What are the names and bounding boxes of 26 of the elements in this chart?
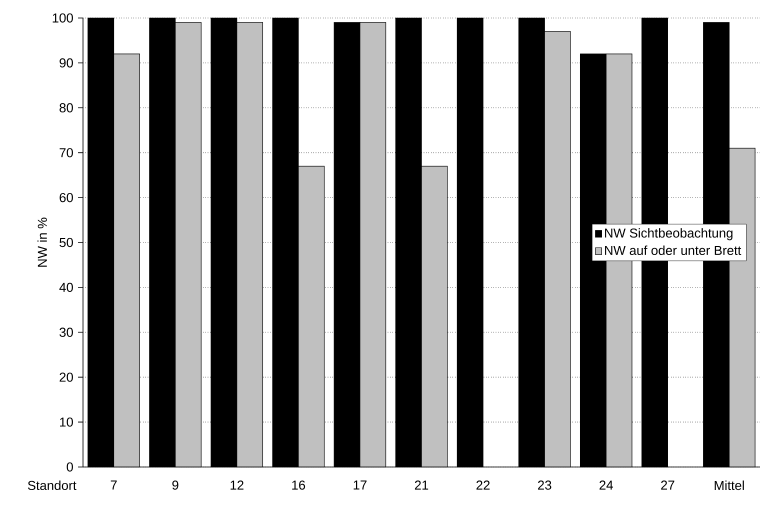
x-tick-label: 16 [292,480,306,490]
x-axis-title: Standort [28,480,76,490]
x-tick-label: 23 [538,480,552,490]
y-tick-label: 40 [59,282,73,292]
x-tick-label: Mittel [714,480,744,490]
y-tick-label: 0 [66,462,73,472]
x-tick-label: 21 [414,480,428,490]
x-tick-label: 7 [110,480,117,490]
legend-label: NW auf oder unter Brett [605,245,742,256]
y-tick-label: 60 [60,192,73,202]
x-tick-label: 17 [354,480,367,490]
y-tick-label: 100 [52,13,73,23]
y-tick-label: 90 [60,58,73,68]
x-tick-label: 22 [476,480,490,490]
y-tick-label: 50 [60,238,73,248]
x-tick-label: 24 [600,480,613,490]
legend-label: NW Sichtbeobachtung [605,228,732,240]
x-tick-label: 12 [230,480,244,490]
y-tick-label: 80 [60,103,73,112]
y-axis-title: NW in % [37,218,47,267]
y-tick-label: 10 [60,417,73,427]
y-tick-label: 20 [60,372,73,382]
y-tick-label: 30 [60,328,73,337]
x-tick-label: 27 [661,480,674,490]
y-tick-label: 70 [60,148,73,158]
x-tick-label: 9 [172,480,178,490]
